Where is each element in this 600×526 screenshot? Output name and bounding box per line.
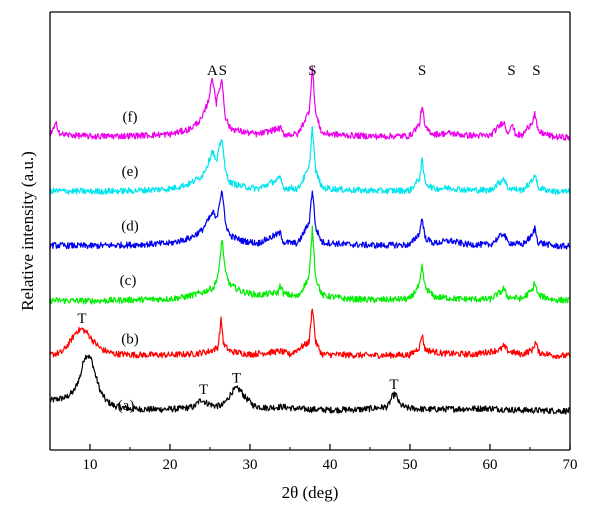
curve-label-c: (c) <box>120 273 137 289</box>
curve-a <box>49 354 571 415</box>
curve-label-d: (d) <box>121 219 139 235</box>
peak-label-s-6: S <box>308 63 316 79</box>
peak-label-s-5: S <box>219 63 227 79</box>
curve-label-f: (f) <box>123 110 138 126</box>
x-tick-label-40: 40 <box>323 457 338 473</box>
peak-label-a-4: A <box>207 63 218 79</box>
peak-label-s-8: S <box>507 63 515 79</box>
x-tick-label-30: 30 <box>243 457 258 473</box>
x-axis-label: 2θ (deg) <box>282 483 339 502</box>
curve-labels: (a) (b) (c) (d) (e) (f) <box>118 110 139 415</box>
x-tick-label-10: 10 <box>83 457 98 473</box>
x-tick-label-50: 50 <box>403 457 418 473</box>
curve-b <box>49 308 571 360</box>
curve-d <box>49 190 571 250</box>
curve-c <box>49 225 571 305</box>
x-tick-label-60: 60 <box>483 457 498 473</box>
peak-label-t-3: T <box>77 311 86 327</box>
curve-e <box>49 126 571 195</box>
x-tick-label-70: 70 <box>563 457 578 473</box>
curve-label-a: (a) <box>118 398 135 414</box>
curve-f <box>49 66 571 141</box>
peak-label-s-7: S <box>418 63 426 79</box>
x-tick-label-20: 20 <box>163 457 178 473</box>
curves <box>49 66 571 415</box>
peak-label-t-2: T <box>389 377 398 393</box>
axes: 10 20 30 40 50 60 70 <box>49 11 578 473</box>
y-axis-label: Relative intensity (a.u.) <box>18 151 37 311</box>
curve-label-b: (b) <box>121 332 139 348</box>
curve-label-e: (e) <box>122 164 139 180</box>
peak-labels: TT TTA S S S S S <box>77 63 540 398</box>
peak-label-s-9: S <box>532 63 540 79</box>
peak-label-t-1: T <box>232 371 241 387</box>
peak-label-t-0: T <box>199 382 208 398</box>
